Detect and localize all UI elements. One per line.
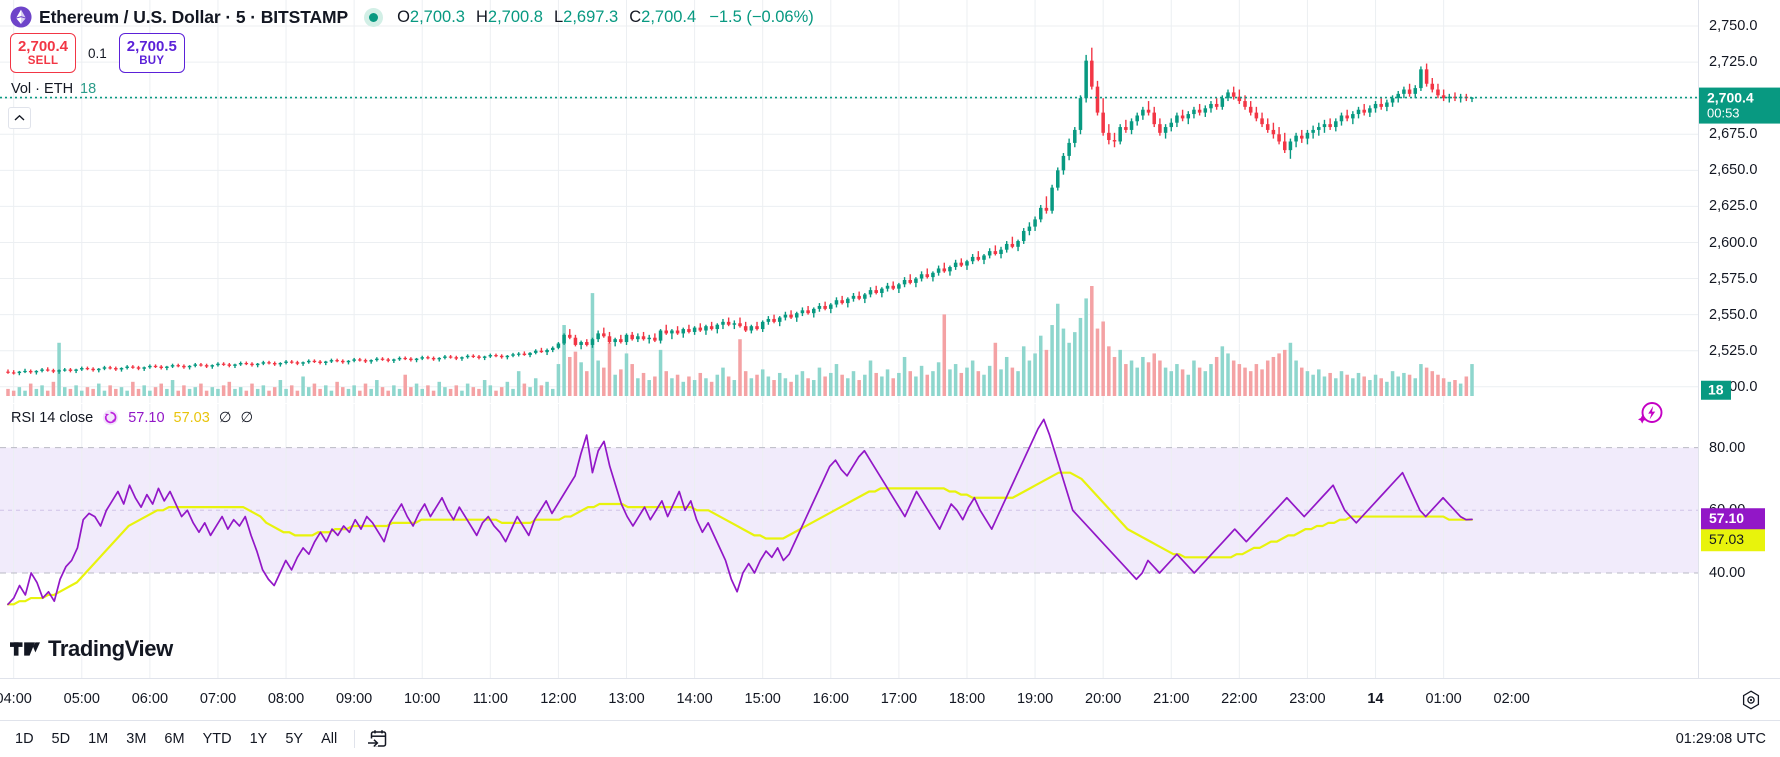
time-axis-tick: 15:00: [744, 691, 781, 707]
price-axis-tick: 2,725.0: [1709, 54, 1758, 71]
price-axis-tick: 2,625.0: [1709, 198, 1758, 215]
sell-label: SELL: [27, 55, 59, 68]
rsi-canvas[interactable]: [0, 404, 1698, 678]
time-axis-tick: 12:00: [540, 691, 577, 707]
ethereum-icon: [10, 6, 32, 28]
time-axis-tick: 10:00: [404, 691, 441, 707]
rsi-legend-value: 57.10: [128, 409, 165, 426]
price-axis-tick: 2,575.0: [1709, 270, 1758, 287]
timeframe-button-1d[interactable]: 1D: [6, 727, 43, 751]
timeframe-button-1y[interactable]: 1Y: [241, 727, 277, 751]
time-axis-tick: 22:00: [1221, 691, 1258, 707]
last-price-badge[interactable]: 2,700.4 00:53: [1699, 87, 1780, 125]
rsi-legend[interactable]: RSI 14 close 57.10 57.03 ∅ ∅: [11, 409, 253, 426]
symbol-title[interactable]: Ethereum / U.S. Dollar · 5 · BITSTAMP: [39, 6, 349, 27]
buy-button[interactable]: 2,700.5 BUY: [118, 33, 185, 73]
ohlc-close: C2,700.4: [629, 7, 697, 26]
timeframe-button-1m[interactable]: 1M: [79, 727, 117, 751]
volume-legend-value: 18: [80, 81, 97, 97]
price-axis[interactable]: 2,750.02,725.02,700.02,675.02,650.02,625…: [1698, 0, 1780, 678]
rsi-value-badge[interactable]: 57.10: [1701, 508, 1765, 531]
volume-value-badge[interactable]: 18: [1701, 380, 1731, 400]
bar-countdown: 00:53: [1707, 105, 1740, 121]
ohlc-high: H2,700.8: [475, 7, 543, 26]
rsi-ma-legend-value: 57.03: [173, 409, 210, 426]
refresh-circle-icon[interactable]: [102, 409, 119, 426]
price-axis-tick: 2,675.0: [1709, 126, 1758, 143]
timeframe-button-all[interactable]: All: [312, 727, 346, 751]
collapse-pane-button[interactable]: [8, 107, 31, 129]
time-axis-tick: 11:00: [472, 691, 508, 707]
rsi-badge-value: 57.10: [1709, 510, 1745, 527]
time-axis-tick: 09:00: [335, 691, 373, 707]
ma-badge-value: 57.03: [1709, 531, 1745, 548]
rsi-pane[interactable]: [0, 404, 1698, 678]
last-price-value: 2,700.4: [1707, 89, 1754, 106]
sell-button[interactable]: 2,700.4 SELL: [10, 33, 76, 73]
sell-price: 2,700.4: [17, 37, 69, 55]
time-axis-tick: 16:00: [812, 691, 849, 707]
rsi-axis-tick: 40.00: [1709, 565, 1746, 581]
time-axis-tick: 23:00: [1289, 691, 1326, 707]
timeframe-button-6m[interactable]: 6M: [155, 727, 193, 751]
price-axis-tick: 2,750.0: [1709, 18, 1758, 34]
price-axis-tick: 2,550.0: [1709, 306, 1758, 323]
ohlc-open: O2,700.3: [397, 7, 465, 26]
volume-legend[interactable]: Vol · ETH 18: [11, 81, 96, 97]
time-axis-tick: 18:00: [948, 691, 986, 707]
time-axis[interactable]: 04:00 05:00 06:00 07:00 08:00 09:00 10:00 11:00…: [0, 678, 1780, 720]
quantity-value[interactable]: 0.1: [88, 45, 107, 61]
time-axis-tick: 17:00: [880, 691, 918, 707]
volume-legend-title: Vol · ETH: [11, 81, 74, 97]
time-axis-tick: 06:00: [131, 691, 169, 707]
volume-badge-value: 18: [1708, 381, 1724, 398]
market-status-dot[interactable]: [364, 7, 384, 27]
price-axis-tick: 2,600.0: [1709, 234, 1758, 251]
axis-settings-icon[interactable]: [1740, 689, 1762, 711]
goto-date-icon[interactable]: [365, 727, 389, 751]
timeframe-button-5d[interactable]: 5D: [43, 727, 80, 751]
trade-panel: 2,700.4 SELL 0.1 2,700.5 BUY: [10, 33, 185, 73]
buy-price: 2,700.5: [126, 37, 177, 55]
main-chart-pane[interactable]: [0, 0, 1698, 403]
time-axis-tick: 19:00: [1016, 691, 1054, 707]
time-axis-tick: 13:00: [608, 691, 645, 707]
time-axis-tick: 04:00: [0, 691, 32, 707]
time-axis-tick: 14:00: [676, 691, 713, 707]
buy-label: BUY: [139, 55, 165, 68]
utc-clock: 01:29:08 UTC: [1675, 731, 1766, 747]
ohlc-low: L2,697.3: [553, 7, 619, 26]
time-axis-tick: 08:00: [267, 691, 305, 707]
chart-legend: Ethereum / U.S. Dollar · 5 · BITSTAMP O2…: [10, 6, 814, 28]
time-axis-day-tick: 14: [1367, 691, 1384, 707]
time-axis-tick: 20:00: [1085, 691, 1122, 707]
timeframe-button-5y[interactable]: 5Y: [276, 727, 312, 751]
time-axis-tick: 21:00: [1153, 691, 1190, 707]
rsi-axis-tick: 80.00: [1709, 439, 1746, 456]
time-axis-tick: 05:00: [63, 691, 100, 707]
time-axis-tick: 01:00: [1425, 691, 1462, 707]
ohlc-values: O2,700.3 H2,700.8 L2,697.3 C2,700.4 −1.5…: [397, 8, 814, 27]
timeframe-button-ytd[interactable]: YTD: [194, 727, 241, 751]
ohlc-change: −1.5 (−0.06%): [709, 7, 814, 26]
timeframe-list: 1D 5D 1M 3M 6M YTD 1Y 5Y All: [0, 727, 346, 751]
price-axis-tick: 2,650.0: [1709, 162, 1758, 179]
lightning-bolt-icon[interactable]: [1638, 400, 1664, 426]
time-axis-tick: 02:00: [1493, 691, 1530, 707]
time-axis-tick: 07:00: [199, 691, 237, 707]
rsi-empty-1: ∅: [218, 409, 232, 426]
rsi-empty-2: ∅: [240, 409, 254, 426]
chevron-up-icon: [14, 114, 25, 121]
rsi-legend-title: RSI 14 close: [11, 409, 94, 426]
timeframe-button-3m[interactable]: 3M: [117, 727, 155, 751]
rsi-ma-value-badge[interactable]: 57.03: [1701, 529, 1765, 552]
price-axis-tick: 2,525.0: [1709, 342, 1758, 359]
bottom-toolbar: 1D 5D 1M 3M 6M YTD 1Y 5Y All 01:29:08 UTC: [0, 720, 1780, 757]
candlestick-canvas[interactable]: [0, 0, 1698, 403]
toolbar-divider: [354, 730, 356, 748]
